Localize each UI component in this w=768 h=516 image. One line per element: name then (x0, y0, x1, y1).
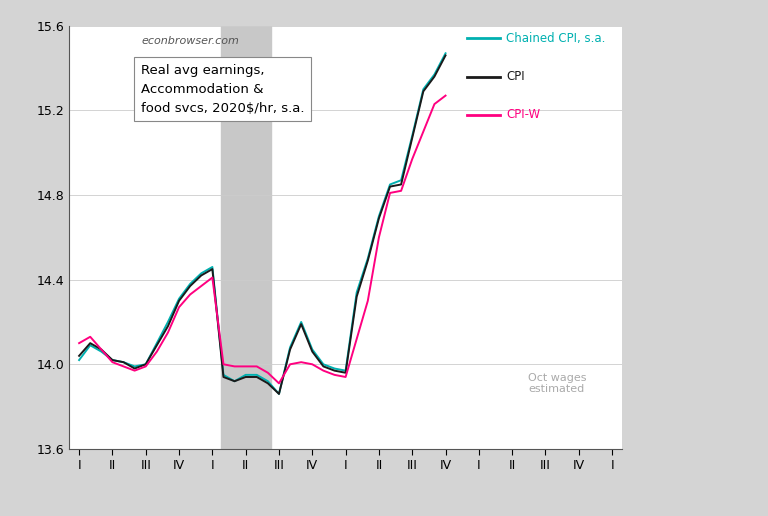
Text: Real avg earnings,
Accommodation &
food svcs, 2020$/hr, s.a.: Real avg earnings, Accommodation & food … (141, 64, 304, 115)
Text: CPI: CPI (506, 70, 525, 83)
Text: CPI-W: CPI-W (506, 108, 540, 121)
Bar (220, 26, 270, 449)
Text: econbrowser.com: econbrowser.com (141, 37, 239, 46)
Text: Oct wages
estimated: Oct wages estimated (528, 373, 587, 394)
Text: Chained CPI, s.a.: Chained CPI, s.a. (506, 32, 605, 45)
